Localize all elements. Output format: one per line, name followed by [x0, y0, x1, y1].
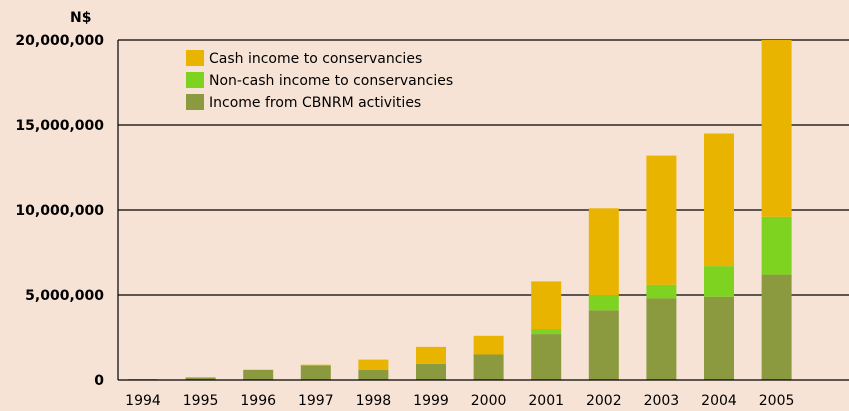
x-tick-label: 1996	[240, 393, 276, 409]
bars	[128, 40, 792, 380]
x-tick-label: 1995	[183, 393, 219, 409]
y-tick-labels: 0 5,000,000 10,000,000 15,000,000 20,000,000	[15, 33, 104, 389]
bar-segment-2004-non-cash	[704, 266, 734, 297]
bar-segment-2003-cbnrm	[646, 298, 677, 380]
x-tick-label: 2004	[701, 393, 737, 409]
bar-segment-1996-cbnrm	[243, 369, 274, 380]
bar-segment-2001-non-cash	[531, 329, 562, 335]
bar-segment-2000-cbnrm	[473, 354, 504, 380]
bar-segment-2002-non-cash	[588, 295, 619, 311]
bar-segment-2005-cash	[761, 40, 792, 217]
x-tick-label: 2003	[644, 393, 680, 409]
x-tick-label: 1999	[413, 393, 449, 409]
legend-label: Income from CBNRM activities	[209, 95, 421, 111]
y-tick-label: 5,000,000	[25, 288, 104, 304]
bar-segment-2005-non-cash	[761, 216, 792, 275]
legend-swatch	[186, 94, 204, 110]
bar-segment-2002-cash	[588, 208, 619, 295]
x-tick-label: 2005	[759, 393, 795, 409]
bar-segment-2004-cbnrm	[704, 296, 734, 380]
legend-swatch	[186, 72, 204, 88]
legend: Cash income to conservancies Non-cash inc…	[186, 50, 453, 111]
x-tick-label: 2002	[586, 393, 622, 409]
bar-segment-1998-cbnrm	[358, 369, 389, 380]
bar-segment-2003-cash	[646, 155, 677, 285]
bar-segment-2005-cbnrm	[761, 274, 792, 380]
y-tick-label: 15,000,000	[15, 118, 104, 134]
x-tick-label: 2000	[471, 393, 507, 409]
bar-segment-2001-cash	[531, 281, 562, 329]
y-tick-label: 0	[94, 373, 104, 389]
x-tick-label: 1998	[356, 393, 392, 409]
bar-segment-1995-cbnrm	[185, 377, 216, 380]
bar-segment-1998-cash	[358, 359, 389, 370]
bar-segment-2001-cbnrm	[531, 334, 562, 380]
legend-label: Non-cash income to conservancies	[209, 73, 453, 89]
x-tick-label: 1994	[125, 393, 161, 409]
y-axis-unit-label: N$	[70, 10, 91, 26]
bar-segment-1999-cbnrm	[416, 363, 446, 380]
bar-segment-2004-cash	[704, 133, 734, 267]
bar-segment-1997-cash	[300, 364, 331, 366]
x-tick-label: 2001	[528, 393, 564, 409]
y-tick-label: 10,000,000	[15, 203, 104, 219]
x-tick-label: 1997	[298, 393, 334, 409]
bar-segment-1999-cash	[416, 346, 446, 364]
bar-segment-2003-non-cash	[646, 284, 677, 299]
bar-segment-2000-cash	[473, 335, 504, 355]
y-tick-label: 20,000,000	[15, 33, 104, 49]
legend-label: Cash income to conservancies	[209, 51, 422, 67]
bar-segment-2002-cbnrm	[588, 310, 619, 380]
x-tick-labels: 1994 1995 1996 1997 1998 1999 2000 2001 2002 2003…	[125, 393, 794, 409]
axes	[117, 40, 849, 381]
bar-segment-1997-cbnrm	[300, 365, 331, 380]
legend-swatch	[186, 50, 204, 66]
